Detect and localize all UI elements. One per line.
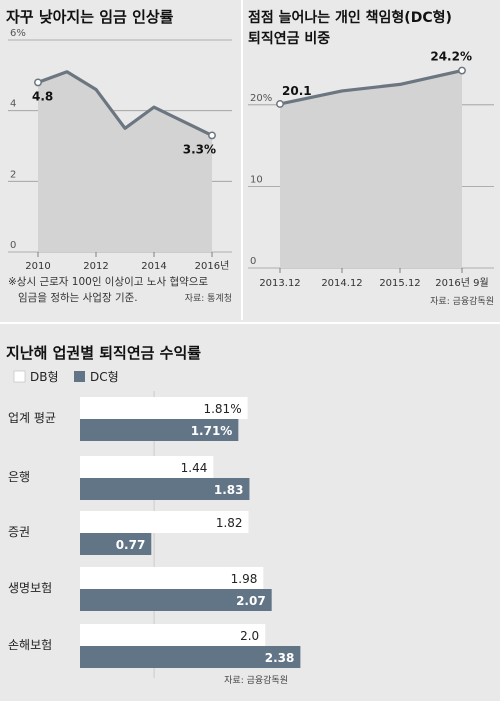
- y-tick-label: 0: [250, 256, 256, 267]
- data-label-db: 1.81%: [203, 402, 241, 416]
- chart-title: 지난해 업권별 퇴직연금 수익률: [6, 344, 201, 362]
- chart-title: 자꾸 낮아지는 임금 인상률: [6, 8, 174, 26]
- bar-db: [80, 511, 249, 533]
- data-point-marker: [208, 131, 216, 140]
- x-tick-label: 2015.12: [379, 278, 420, 289]
- y-tick-label: 2: [10, 169, 16, 180]
- chart-dc-share: 점점 늘어나는 개인 책임형(DC형) 퇴직연금 비중 0 10 20% 20.1 24.2…: [244, 0, 500, 320]
- x-tick-label: 2010: [25, 261, 50, 272]
- data-label: 4.8: [32, 89, 53, 103]
- data-point-marker: [34, 78, 42, 87]
- footnote-line-2: 임금을 정하는 사업장 기준.: [18, 291, 138, 304]
- y-tick-label: 20%: [250, 93, 272, 104]
- data-label-db: 1.98: [231, 572, 258, 586]
- y-tick-label: 10: [250, 174, 263, 185]
- legend-swatch-dc: [74, 371, 85, 382]
- legend-label-dc: DC형: [90, 370, 119, 384]
- data-label: 24.2%: [430, 50, 472, 64]
- chart-title-line-1: 점점 늘어나는 개인 책임형(DC형): [248, 9, 452, 26]
- category-label: 생명보험: [8, 581, 52, 595]
- bar-dc: [80, 419, 239, 441]
- bar-db: [80, 397, 248, 419]
- data-label-dc: 1.71%: [191, 424, 233, 438]
- bar-db: [80, 456, 214, 478]
- bar-dc: [80, 478, 250, 500]
- data-label-dc: 2.38: [265, 651, 295, 665]
- area-fill: [280, 70, 462, 268]
- x-tick-label: 2016년 9월: [435, 277, 488, 289]
- y-tick-label: 0: [10, 240, 16, 251]
- data-label-db: 2.0: [240, 629, 259, 643]
- category-label: 업계 평균: [8, 411, 56, 425]
- data-label-db: 1.44: [181, 461, 208, 475]
- dc-share-svg: 점점 늘어나는 개인 책임형(DC형) 퇴직연금 비중 0 10 20% 20.1 24.2…: [248, 9, 494, 307]
- bar-dc: [80, 533, 152, 555]
- bar-db: [80, 624, 266, 646]
- area-fill: [38, 71, 212, 252]
- bar-dc: [80, 589, 272, 611]
- data-label-dc: 0.77: [116, 538, 146, 552]
- source-label: 자료: 금융감독원: [224, 674, 288, 686]
- category-label: 은행: [8, 469, 30, 484]
- chart-title-line-2: 퇴직연금 비중: [248, 30, 330, 47]
- data-label: 20.1: [282, 84, 312, 98]
- x-tick-label: 2014.12: [321, 278, 362, 289]
- data-label: 3.3%: [183, 142, 216, 156]
- bar-db: [80, 567, 264, 589]
- footnote-line-1: ※상시 근로자 100인 이상이고 노사 협약으로: [8, 275, 208, 288]
- category-label: 손해보험: [8, 638, 52, 652]
- data-point-marker: [276, 100, 284, 108]
- series-line: [279, 68, 463, 106]
- x-tick-label: 2013.12: [259, 278, 300, 289]
- wage-increase-svg: 자꾸 낮아지는 임금 인상률 0 2 4 6% 4.8 3.3% 2010 2012 2014 20…: [6, 8, 232, 304]
- series-line: [37, 70, 213, 137]
- panel-divider: [241, 0, 243, 320]
- legend-label-db: DB형: [30, 370, 59, 384]
- data-label-dc: 2.07: [236, 594, 266, 608]
- bar-dc: [80, 646, 301, 668]
- category-label: 증권: [8, 525, 30, 539]
- chart-wage-increase: 자꾸 낮아지는 임금 인상률 0 2 4 6% 4.8 3.3% 2010 2012 2014 20…: [0, 0, 240, 320]
- x-tick-label: 2012: [83, 261, 108, 272]
- y-tick-label: 4: [10, 99, 16, 110]
- section-divider: [0, 322, 500, 324]
- data-label-dc: 1.83: [214, 483, 244, 497]
- data-label-db: 1.82: [216, 516, 243, 530]
- source-label: 자료: 통계청: [185, 292, 232, 304]
- x-tick-label: 2016년: [195, 260, 230, 272]
- x-tick-label: 2014: [141, 261, 166, 272]
- data-point-marker: [458, 66, 466, 75]
- y-tick-label: 6%: [10, 28, 26, 39]
- legend-swatch-db: [13, 370, 26, 383]
- source-label: 자료: 금융감독원: [430, 295, 494, 307]
